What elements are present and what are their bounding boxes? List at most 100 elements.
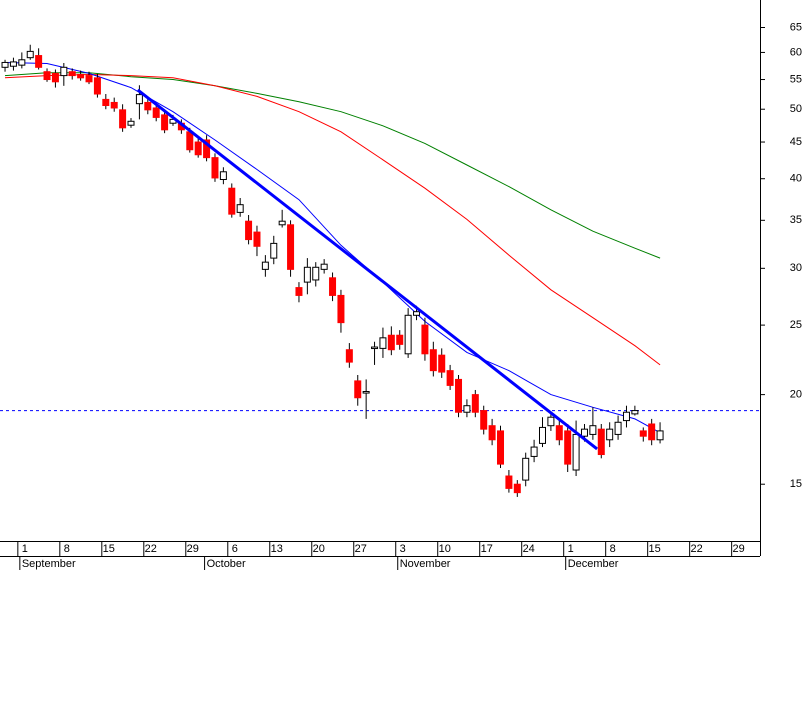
candle-body: [580, 428, 588, 437]
x-tick-label: 17: [481, 543, 493, 555]
candle-body: [354, 380, 362, 399]
candle-body: [488, 425, 496, 441]
candle-body: [538, 426, 546, 444]
x-tick-label: 8: [64, 543, 70, 555]
candle-body: [245, 220, 253, 241]
x-tick-label: 29: [187, 543, 199, 555]
y-tick-label: 60: [790, 46, 802, 58]
x-tick-label: 15: [649, 543, 661, 555]
candle-body: [161, 114, 169, 131]
candle-body: [656, 430, 664, 441]
candle-body: [497, 430, 505, 465]
x-tick-label: 10: [439, 543, 451, 555]
candle-body: [43, 71, 51, 81]
candle-body: [555, 425, 563, 441]
y-tick-label: 35: [790, 214, 802, 226]
candle-body: [337, 294, 345, 324]
candle-body: [253, 231, 261, 247]
candle-body: [320, 263, 328, 270]
candle-body: [471, 394, 479, 413]
candle-body: [606, 428, 614, 441]
candle-body: [303, 266, 311, 283]
candle-body: [261, 261, 269, 270]
candle-body: [203, 139, 211, 159]
candle-body: [1, 61, 9, 68]
candle-body: [413, 311, 421, 316]
candle-body: [77, 73, 85, 79]
candle-body: [404, 314, 412, 355]
candle-body: [127, 120, 135, 126]
candle-body: [622, 411, 630, 422]
candle-body: [295, 287, 303, 296]
candle-body: [648, 423, 656, 441]
candle-body: [614, 421, 622, 435]
candle-body: [270, 242, 278, 259]
candle-body: [438, 354, 446, 373]
candle-body: [287, 224, 295, 270]
candle-body: [564, 430, 572, 465]
candle-body: [144, 101, 152, 111]
candle-body: [446, 370, 454, 386]
candle-body: [211, 157, 219, 179]
candle-body: [345, 349, 353, 363]
candle-body: [60, 66, 68, 77]
candle-body: [278, 220, 286, 226]
candle-body: [371, 346, 379, 350]
candle-body: [421, 324, 429, 355]
candle-body: [572, 433, 580, 471]
y-tick-label: 55: [790, 73, 802, 85]
month-label: November: [400, 558, 451, 570]
candle-body: [362, 391, 370, 394]
candle-body: [119, 109, 127, 129]
candle-body: [35, 55, 43, 68]
y-tick-label: 15: [790, 478, 802, 490]
month-label: October: [207, 558, 246, 570]
moving-average-line: [4, 62, 661, 434]
candle-body: [194, 141, 202, 156]
candle-body: [379, 337, 387, 349]
candle-body: [9, 61, 17, 67]
candle-body: [455, 378, 463, 413]
x-tick-label: 13: [271, 543, 283, 555]
x-tick-label: 1: [568, 543, 574, 555]
candle-body: [228, 187, 236, 215]
x-tick-label: 27: [355, 543, 367, 555]
x-tick-label: 22: [691, 543, 703, 555]
x-tick-label: 29: [733, 543, 745, 555]
trendline: [136, 88, 599, 451]
candle-body: [329, 277, 337, 296]
candle-body: [631, 410, 639, 415]
candle-body: [463, 405, 471, 413]
candle-body: [387, 334, 395, 351]
x-tick-label: 24: [523, 543, 535, 555]
candle-body: [236, 204, 244, 213]
moving-average-line: [4, 73, 661, 366]
month-label: December: [568, 558, 619, 570]
candle-body: [152, 107, 160, 118]
candle-body: [396, 334, 404, 345]
candle-body: [597, 428, 605, 456]
x-tick-label: 20: [313, 543, 325, 555]
x-tick-label: 15: [103, 543, 115, 555]
candle-body: [429, 349, 437, 372]
candle-body: [639, 430, 647, 437]
y-tick-label: 30: [790, 262, 802, 274]
candle-body: [26, 50, 34, 59]
candle-body: [135, 94, 143, 105]
y-tick-label: 45: [790, 136, 802, 148]
candle-body: [530, 446, 538, 457]
y-tick-label: 20: [790, 389, 802, 401]
x-tick-label: 22: [145, 543, 157, 555]
y-tick-label: 50: [790, 103, 802, 115]
x-tick-label: 8: [610, 543, 616, 555]
candle-body: [93, 77, 101, 95]
candle-body: [513, 483, 521, 494]
candle-body: [505, 475, 513, 489]
candle-body: [110, 101, 118, 109]
candle-body: [589, 425, 597, 435]
month-label: September: [22, 558, 76, 570]
candle-body: [102, 98, 110, 107]
candle-body: [18, 59, 26, 66]
